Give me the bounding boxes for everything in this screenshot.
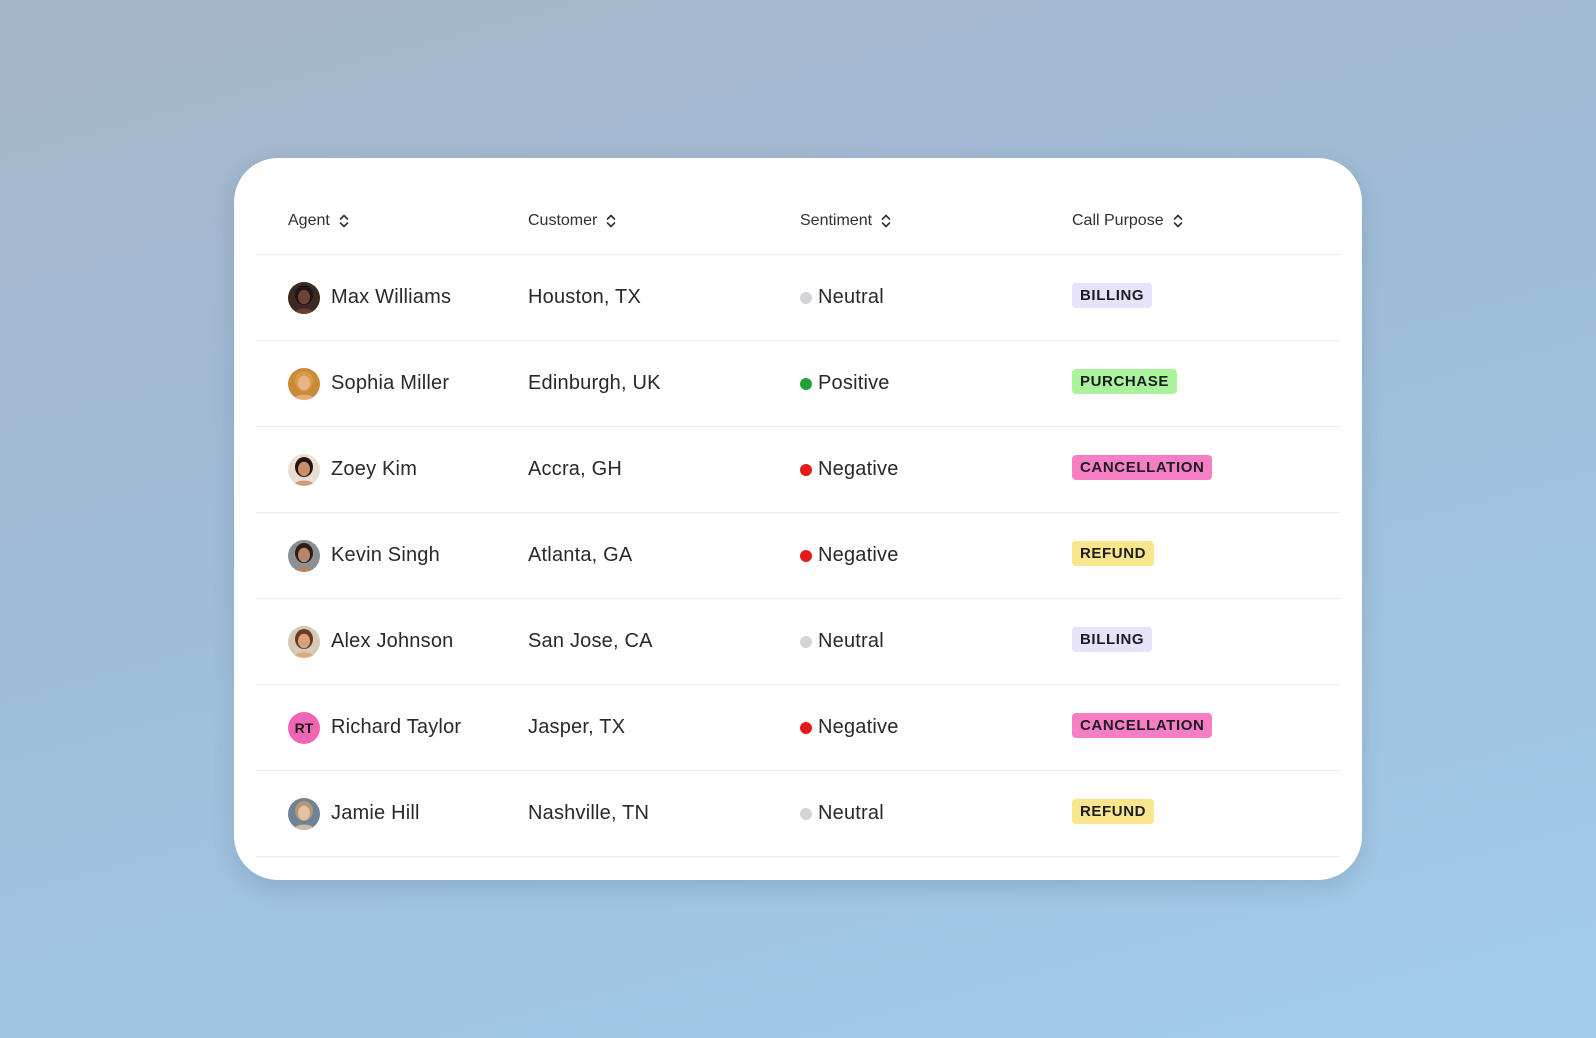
header-label-call-purpose: Call Purpose — [1072, 212, 1164, 229]
table-row[interactable]: Sophia Miller Edinburgh, UK Positive PURCHA… — [256, 341, 1340, 427]
sentiment-cell: Neutral — [800, 630, 1072, 653]
avatar: RT — [288, 711, 320, 744]
table-header-row: Agent Customer Sentiment — [256, 158, 1340, 255]
table-row[interactable]: Kevin Singh Atlanta, GA Negative REFUND — [256, 513, 1340, 599]
avatar — [288, 453, 320, 486]
agent-cell: Alex Johnson — [256, 625, 528, 658]
agent-cell: Jamie Hill — [256, 797, 528, 830]
avatar — [288, 539, 320, 572]
call-purpose-cell: REFUND — [1072, 799, 1340, 824]
table-body: Max Williams Houston, TX Neutral BILLING Sop… — [256, 255, 1340, 857]
sentiment-label: Neutral — [818, 630, 884, 652]
customer-cell: Houston, TX — [528, 286, 800, 309]
agent-cell: RT Richard Taylor — [256, 711, 528, 744]
avatar — [288, 625, 320, 658]
call-purpose-cell: BILLING — [1072, 283, 1340, 308]
sentiment-label: Neutral — [818, 286, 884, 308]
sentiment-label: Negative — [818, 458, 899, 480]
sentiment-cell: Neutral — [800, 802, 1072, 825]
sentiment-cell: Negative — [800, 458, 1072, 481]
sort-call-purpose-button[interactable]: Call Purpose — [1072, 212, 1184, 230]
call-purpose-cell: REFUND — [1072, 541, 1340, 566]
agent-name: Zoey Kim — [331, 458, 418, 480]
call-purpose-badge: CANCELLATION — [1072, 455, 1213, 480]
agent-name: Jamie Hill — [331, 802, 420, 824]
call-purpose-badge: PURCHASE — [1072, 369, 1177, 394]
agent-name: Kevin Singh — [331, 544, 440, 566]
customer-location: Jasper, TX — [528, 716, 626, 738]
customer-cell: Nashville, TN — [528, 802, 800, 825]
header-label-sentiment: Sentiment — [800, 212, 873, 229]
sentiment-label: Neutral — [818, 802, 884, 824]
table-row[interactable]: Jamie Hill Nashville, TN Neutral REFUND — [256, 771, 1340, 857]
agent-cell: Sophia Miller — [256, 367, 528, 400]
sentiment-label: Negative — [818, 716, 899, 738]
customer-cell: Edinburgh, UK — [528, 372, 800, 395]
sort-icon — [1172, 213, 1184, 229]
call-purpose-badge: CANCELLATION — [1072, 713, 1213, 738]
sentiment-cell: Positive — [800, 372, 1072, 395]
customer-location: Atlanta, GA — [528, 544, 633, 566]
customer-location: Houston, TX — [528, 286, 642, 308]
sentiment-label: Positive — [818, 372, 890, 394]
sentiment-cell: Negative — [800, 544, 1072, 567]
sentiment-dot-icon — [800, 377, 812, 390]
call-purpose-badge: REFUND — [1072, 799, 1155, 824]
table-row[interactable]: Max Williams Houston, TX Neutral BILLING — [256, 255, 1340, 341]
sentiment-dot-icon — [800, 549, 812, 562]
avatar — [288, 797, 320, 830]
agent-cell: Kevin Singh — [256, 539, 528, 572]
sentiment-label: Negative — [818, 544, 899, 566]
calls-table-card: Agent Customer Sentiment — [234, 158, 1362, 880]
call-purpose-cell: CANCELLATION — [1072, 455, 1340, 480]
agent-cell: Zoey Kim — [256, 453, 528, 486]
customer-location: Accra, GH — [528, 458, 623, 480]
sort-icon — [605, 213, 617, 229]
sentiment-dot-icon — [800, 291, 812, 304]
calls-table: Agent Customer Sentiment — [256, 158, 1340, 857]
table-row[interactable]: RT Richard Taylor Jasper, TX Negative CANCEL… — [256, 685, 1340, 771]
avatar — [288, 281, 320, 314]
header-cell-customer: Customer — [528, 212, 800, 230]
customer-cell: Accra, GH — [528, 458, 800, 481]
header-cell-sentiment: Sentiment — [800, 212, 1072, 230]
customer-cell: Atlanta, GA — [528, 544, 800, 567]
agent-cell: Max Williams — [256, 281, 528, 314]
sort-sentiment-button[interactable]: Sentiment — [800, 212, 892, 230]
header-cell-call-purpose: Call Purpose — [1072, 212, 1340, 230]
sentiment-dot-icon — [800, 807, 812, 820]
customer-location: San Jose, CA — [528, 630, 653, 652]
agent-name: Alex Johnson — [331, 630, 454, 652]
call-purpose-badge: BILLING — [1072, 627, 1153, 652]
agent-name: Sophia Miller — [331, 372, 450, 394]
customer-cell: San Jose, CA — [528, 630, 800, 653]
sentiment-dot-icon — [800, 721, 812, 734]
sort-customer-button[interactable]: Customer — [528, 212, 617, 230]
customer-location: Nashville, TN — [528, 802, 650, 824]
header-label-agent: Agent — [288, 212, 330, 229]
sentiment-dot-icon — [800, 463, 812, 476]
sentiment-cell: Negative — [800, 716, 1072, 739]
header-cell-agent: Agent — [256, 212, 528, 230]
customer-location: Edinburgh, UK — [528, 372, 661, 394]
call-purpose-badge: BILLING — [1072, 283, 1153, 308]
call-purpose-cell: PURCHASE — [1072, 369, 1340, 394]
sentiment-dot-icon — [800, 635, 812, 648]
table-row[interactable]: Zoey Kim Accra, GH Negative CANCELLATION — [256, 427, 1340, 513]
avatar-initials: RT — [294, 719, 314, 736]
agent-name: Max Williams — [331, 286, 452, 308]
call-purpose-cell: CANCELLATION — [1072, 713, 1340, 738]
header-label-customer: Customer — [528, 212, 598, 229]
sort-icon — [880, 213, 892, 229]
table-row[interactable]: Alex Johnson San Jose, CA Neutral BILLING — [256, 599, 1340, 685]
call-purpose-badge: REFUND — [1072, 541, 1155, 566]
agent-name: Richard Taylor — [331, 716, 462, 738]
avatar — [288, 367, 320, 400]
customer-cell: Jasper, TX — [528, 716, 800, 739]
sort-icon — [338, 213, 350, 229]
call-purpose-cell: BILLING — [1072, 627, 1340, 652]
sort-agent-button[interactable]: Agent — [288, 212, 350, 230]
sentiment-cell: Neutral — [800, 286, 1072, 309]
